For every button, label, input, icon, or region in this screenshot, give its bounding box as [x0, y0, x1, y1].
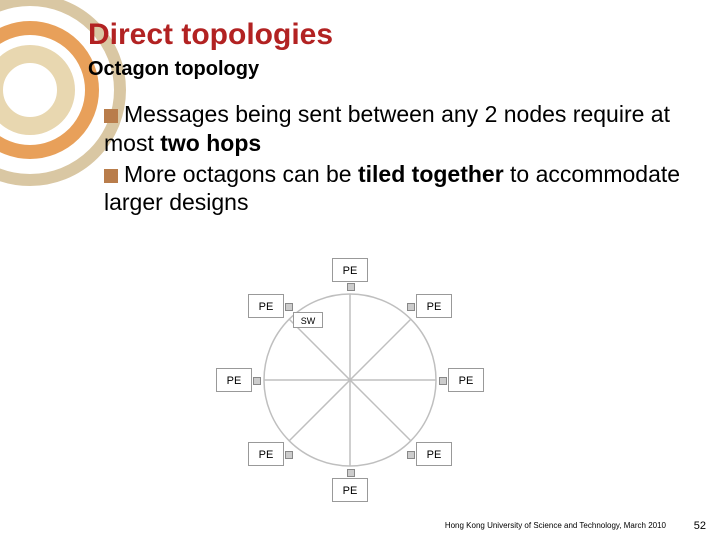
connector-icon [407, 451, 415, 459]
bullet-item: More octagons can be tiled together to a… [104, 160, 690, 218]
bullet-marker-icon [104, 109, 118, 123]
pe-node: PE [248, 442, 284, 466]
bullet-prefix: Messages [124, 101, 229, 127]
pe-node: PE [416, 442, 452, 466]
pe-node: PE [216, 368, 252, 392]
octagon-diagram: PE PE PE PE PE PE PE PE SW [200, 250, 500, 510]
footer-text: Hong Kong University of Science and Tech… [445, 521, 666, 530]
connector-icon [439, 377, 447, 385]
connector-icon [285, 303, 293, 311]
bullet-text: octagons can be [176, 161, 358, 187]
pe-node: PE [248, 294, 284, 318]
pe-node: PE [332, 478, 368, 502]
bullet-bold: tiled together [358, 161, 504, 187]
connector-icon [285, 451, 293, 459]
pe-node: PE [332, 258, 368, 282]
bullet-list: Messages being sent between any 2 nodes … [104, 100, 690, 219]
slide-subtitle: Octagon topology [88, 58, 259, 81]
bullet-item: Messages being sent between any 2 nodes … [104, 100, 690, 158]
connector-icon [253, 377, 261, 385]
connector-icon [347, 469, 355, 477]
pe-node: PE [416, 294, 452, 318]
slide-title: Direct topologies [88, 18, 333, 52]
bullet-prefix: More [124, 161, 176, 187]
bullet-bold: two hops [160, 130, 261, 156]
switch-label: SW [293, 312, 323, 328]
connector-icon [407, 303, 415, 311]
page-number: 52 [694, 520, 706, 532]
pe-node: PE [448, 368, 484, 392]
connector-icon [347, 283, 355, 291]
bullet-marker-icon [104, 169, 118, 183]
